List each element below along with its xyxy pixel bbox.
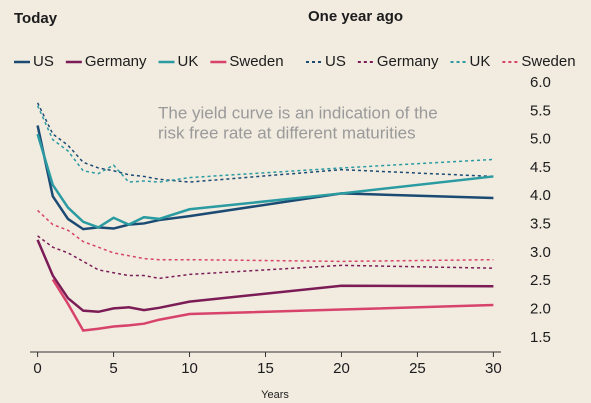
x-tick-label: 25	[409, 360, 426, 377]
legend-title: Today	[14, 10, 58, 27]
y-tick-label: 4.5	[530, 159, 551, 176]
y-tick-label: 3.0	[530, 244, 551, 261]
series-line	[37, 209, 494, 263]
legend-label: US	[33, 53, 54, 70]
legend-label: Sweden	[521, 53, 575, 70]
series-line	[36, 105, 494, 183]
legend-label: Sweden	[229, 53, 283, 70]
x-tick-label: 20	[333, 360, 350, 377]
series-line	[37, 235, 494, 280]
y-tick-label: 1.5	[530, 329, 551, 346]
series-line	[36, 125, 494, 231]
series-line	[36, 239, 494, 314]
y-tick-label: 4.0	[530, 187, 551, 204]
x-tick-label: 5	[109, 360, 117, 377]
series-line	[36, 102, 494, 183]
annotation: The yield curve is an indication of the	[158, 103, 438, 122]
x-axis-label: Years	[261, 389, 289, 401]
x-tick-label: 30	[485, 360, 502, 377]
series-line	[51, 278, 494, 332]
annotation: risk free rate at different maturities	[158, 123, 416, 142]
legend-label: Germany	[377, 53, 439, 70]
y-tick-label: 3.5	[530, 216, 551, 233]
y-tick-label: 5.5	[530, 102, 551, 119]
y-tick-label: 6.0	[530, 74, 551, 91]
legend-label: UK	[470, 53, 491, 70]
legend-label: Germany	[85, 53, 147, 70]
legend-title: One year ago	[308, 8, 403, 25]
legend-label: UK	[178, 53, 199, 70]
series-line	[36, 133, 494, 229]
y-tick-label: 2.0	[530, 300, 551, 317]
y-tick-label: 2.5	[530, 272, 551, 289]
legend-label: US	[325, 53, 346, 70]
x-tick-label: 10	[181, 360, 198, 377]
x-tick-label: 0	[33, 360, 41, 377]
x-tick-label: 15	[257, 360, 274, 377]
y-tick-label: 5.0	[530, 131, 551, 148]
